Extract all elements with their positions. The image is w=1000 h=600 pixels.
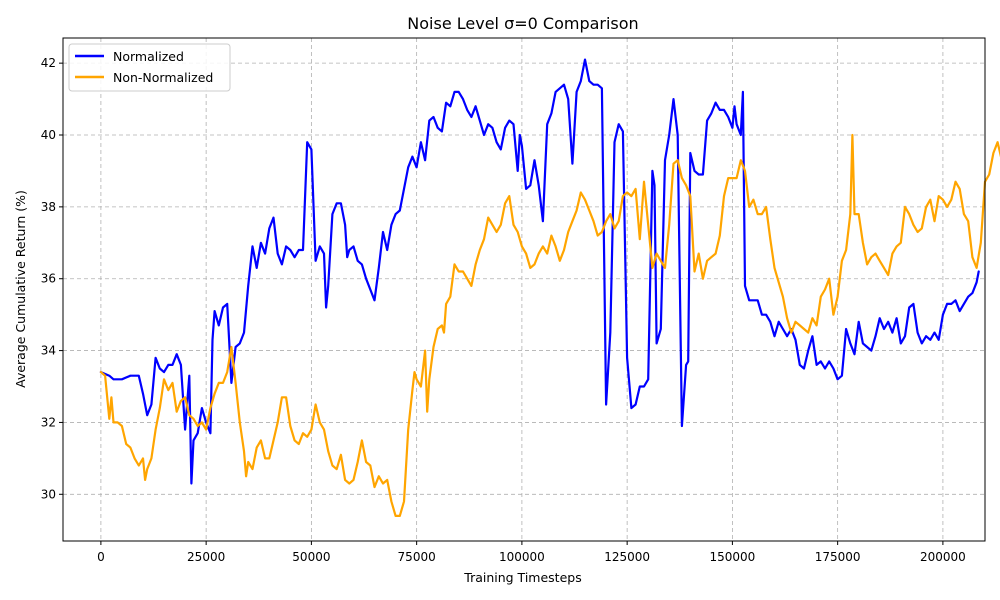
x-tick-label: 100000 — [499, 550, 545, 564]
x-tick-label: 25000 — [187, 550, 225, 564]
y-tick-label: 38 — [41, 200, 56, 214]
x-axis: 0 25000 50000 75000 100000 125000 150000 175000… — [97, 541, 966, 564]
x-tick-label: 175000 — [815, 550, 861, 564]
x-tick-label: 50000 — [292, 550, 330, 564]
chart-title: Noise Level σ=0 Comparison — [407, 14, 638, 33]
x-tick-label: 200000 — [920, 550, 966, 564]
y-tick-label: 32 — [41, 415, 56, 429]
series-line-normalized — [99, 58, 980, 485]
y-tick-label: 42 — [41, 56, 56, 70]
plot-frame — [62, 37, 986, 542]
legend-label-non-normalized: Non-Normalized — [113, 70, 213, 85]
legend-box — [68, 43, 231, 92]
x-tick-label: 0 — [97, 550, 105, 564]
x-axis-label: Training Timesteps — [463, 570, 581, 585]
y-tick-label: 30 — [41, 487, 56, 501]
series-line-non-normalized — [99, 133, 1000, 517]
legend: Normalized Non-Normalized — [68, 43, 231, 92]
y-tick-label: 34 — [41, 344, 56, 358]
x-tick-label: 150000 — [709, 550, 755, 564]
legend-label-normalized: Normalized — [113, 49, 184, 64]
y-axis: 30 32 34 36 38 40 42 — [41, 56, 63, 501]
y-axis-label: Average Cumulative Return (%) — [13, 190, 28, 388]
x-tick-label: 75000 — [398, 550, 436, 564]
y-tick-label: 40 — [41, 128, 56, 142]
x-tick-label: 125000 — [604, 550, 650, 564]
y-tick-label: 36 — [41, 272, 56, 286]
lines-layer — [99, 58, 1000, 517]
